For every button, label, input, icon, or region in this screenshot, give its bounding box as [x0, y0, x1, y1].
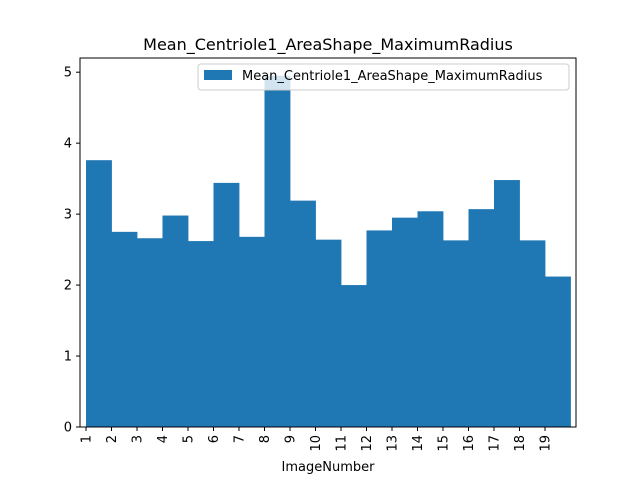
plot-frame: [79, 57, 577, 428]
bar-15: [443, 240, 469, 427]
y-tick-label: 0: [64, 421, 72, 436]
legend-swatch: [204, 70, 232, 80]
x-tick-label: 16: [462, 435, 477, 452]
y-tick-label: 3: [64, 208, 72, 223]
x-tick-label: 14: [411, 435, 426, 452]
bar-11: [341, 285, 367, 427]
y-tick-label: 1: [64, 350, 72, 365]
bar-9: [290, 200, 316, 427]
bar-5: [188, 241, 214, 427]
y-axis-ticks: 0 1 2 3 4 5: [64, 66, 80, 436]
x-axis-ticks: 1 2 3 4 5 6 7 8 9 10 11 12 13 14 15 16 17 18 19: [80, 427, 554, 452]
y-tick-label: 2: [64, 279, 72, 294]
chart-title: Mean_Centriole1_AreaShape_MaximumRadius: [143, 35, 513, 55]
bar-13: [392, 217, 418, 427]
x-tick-label: 13: [386, 435, 401, 452]
bar-1: [86, 160, 112, 427]
x-tick-label: 8: [258, 435, 273, 443]
bar-18: [519, 240, 546, 427]
x-tick-label: 7: [233, 435, 248, 443]
bar-19: [545, 276, 571, 427]
legend-box: [197, 63, 570, 91]
y-tick-label: 5: [64, 66, 72, 81]
bar-8: [264, 75, 291, 427]
legend-label: Mean_Centriole1_AreaShape_MaximumRadius: [242, 69, 543, 84]
x-tick-label: 9: [284, 435, 299, 443]
bar-17: [494, 180, 520, 427]
bar-7: [239, 236, 265, 427]
x-tick-label: 15: [437, 435, 452, 452]
x-tick-label: 19: [539, 435, 554, 452]
bar-2: [111, 231, 138, 427]
bars: [86, 75, 571, 427]
x-tick-label: 17: [488, 435, 503, 452]
x-tick-label: 18: [513, 435, 528, 452]
bar-14: [417, 211, 444, 427]
bar-3: [137, 238, 163, 427]
bar-16: [468, 209, 495, 427]
y-tick-label: 4: [64, 137, 72, 152]
bar-6: [213, 182, 240, 427]
x-tick-label: 12: [360, 435, 375, 452]
x-tick-label: 3: [131, 435, 146, 443]
bar-10: [315, 239, 342, 427]
bar-12: [366, 230, 393, 427]
x-axis-label: ImageNumber: [282, 460, 376, 475]
x-tick-label: 11: [335, 435, 350, 452]
x-tick-label: 2: [105, 435, 120, 443]
bar-4: [162, 215, 189, 427]
legend: Mean_Centriole1_AreaShape_MaximumRadius: [197, 63, 570, 91]
x-tick-label: 1: [80, 435, 95, 443]
x-tick-label: 4: [156, 435, 171, 443]
x-tick-label: 5: [182, 435, 197, 443]
x-tick-label: 10: [309, 435, 324, 452]
x-tick-label: 6: [207, 435, 222, 443]
